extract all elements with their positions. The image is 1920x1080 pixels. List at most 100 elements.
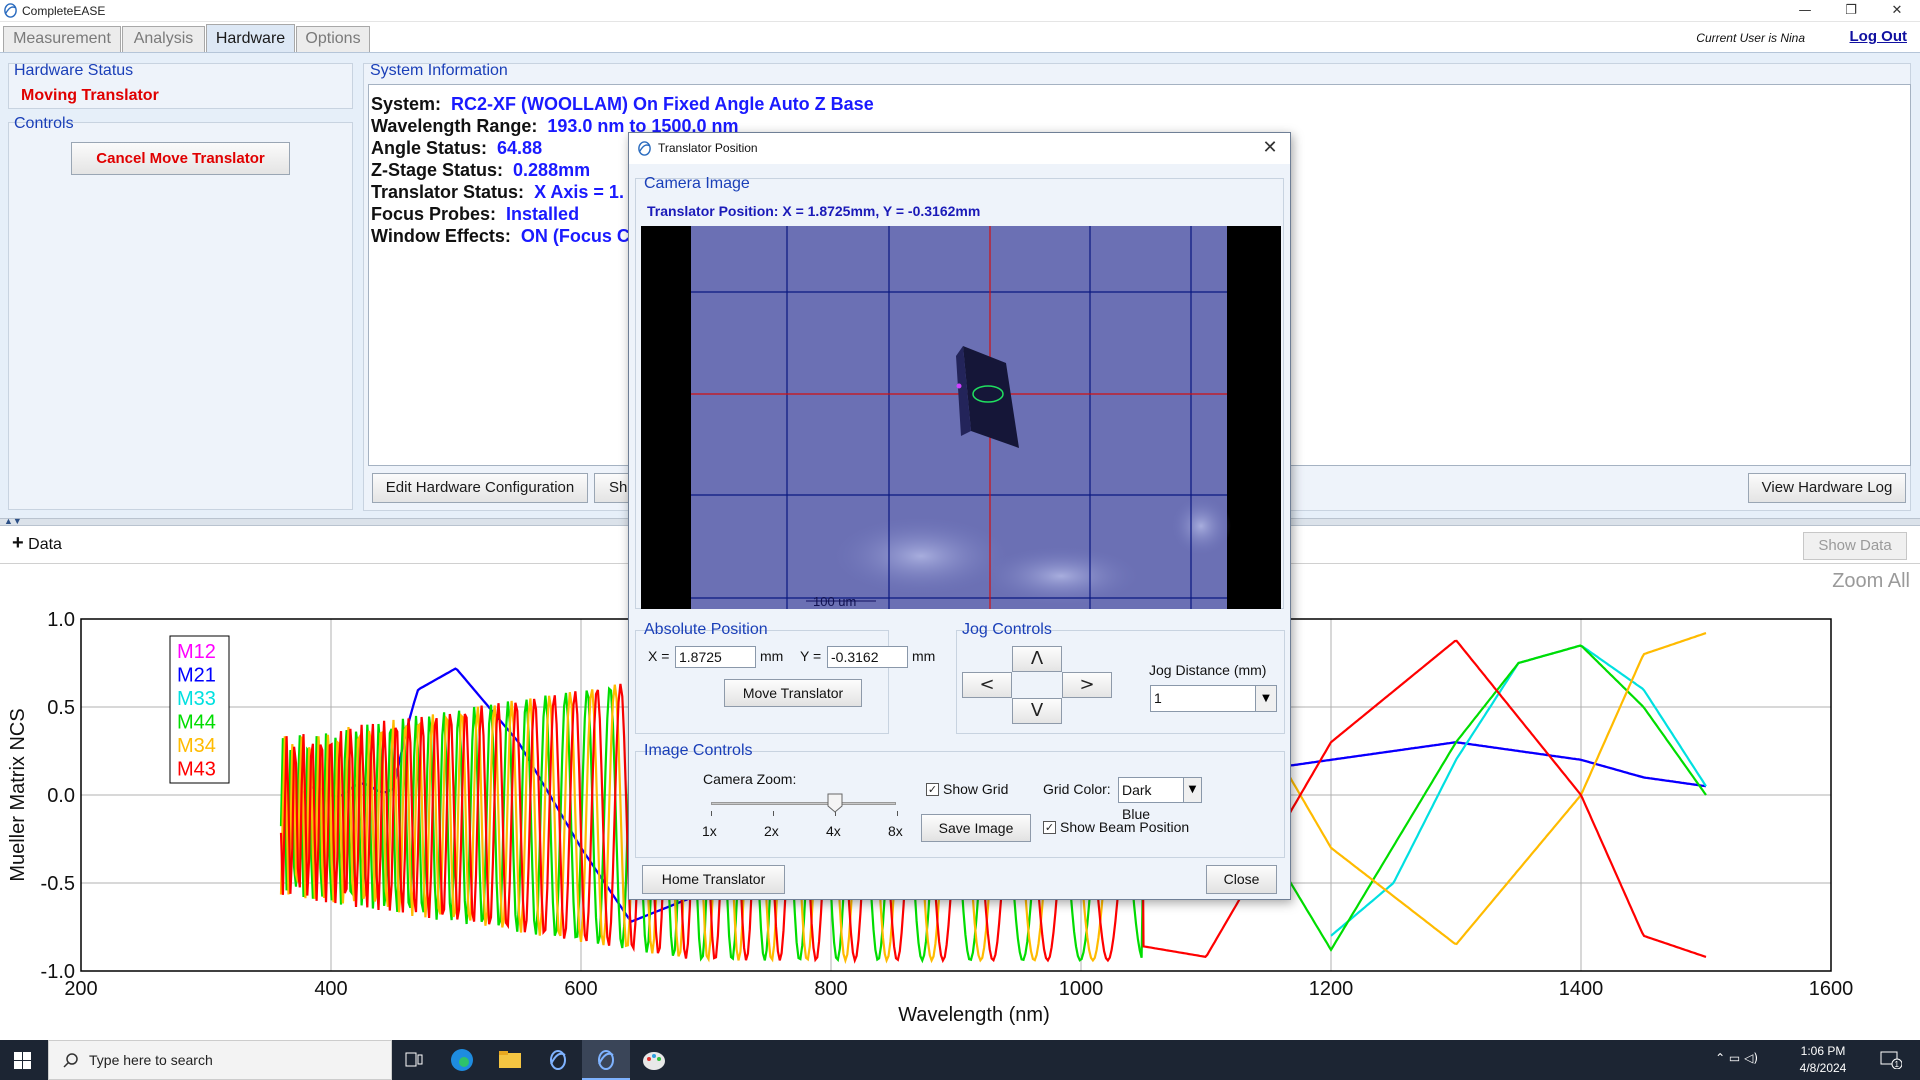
translator-position-dialog: Translator Position ✕ Camera Image Trans… — [628, 132, 1291, 900]
scale-bar-label: 100 um — [813, 594, 856, 609]
jog-distance-select[interactable]: 1 — [1150, 685, 1256, 712]
beam-position-marker — [972, 385, 1004, 403]
windows-start-icon[interactable] — [14, 1052, 31, 1069]
svg-text:1: 1 — [1895, 1060, 1900, 1069]
system-value: RC2-XF (WOOLLAM) On Fixed Angle Auto Z B… — [451, 94, 874, 114]
zoom-all-button[interactable]: Zoom All — [1832, 570, 1910, 592]
x-position-input[interactable]: 1.8725 — [675, 646, 756, 668]
jog-distance-label: Jog Distance (mm) — [1149, 662, 1267, 678]
close-button[interactable]: Close — [1206, 865, 1277, 894]
minimize-icon[interactable]: — — [1798, 3, 1812, 18]
completeease-logo-icon — [638, 141, 651, 156]
tab-options[interactable]: Options — [296, 26, 370, 52]
system-tray-icons[interactable]: ⌃ ▭ ◁) — [1715, 1051, 1758, 1065]
wavelength-range-key: Wavelength Range: — [371, 116, 538, 136]
home-translator-button[interactable]: Home Translator — [642, 865, 785, 894]
x-tick-label: 1200 — [1309, 978, 1354, 1000]
save-image-button[interactable]: Save Image — [921, 814, 1031, 842]
system-information-label: System Information — [370, 62, 508, 79]
tab-hardware[interactable]: Hardware — [206, 24, 295, 52]
camera-zoom-slider-thumb[interactable] — [827, 793, 843, 813]
search-icon — [63, 1053, 78, 1068]
legend-entry-m44: M44 — [177, 712, 216, 734]
camera-image-label: Camera Image — [644, 175, 750, 192]
controls-group — [8, 122, 353, 510]
legend-entry-m21: M21 — [177, 665, 216, 687]
paint-app-icon[interactable] — [630, 1040, 678, 1080]
jog-down-button[interactable]: V — [1012, 698, 1062, 724]
jog-up-button[interactable]: Λ — [1012, 646, 1062, 672]
y-label: Y = — [800, 648, 822, 664]
x-unit: mm — [760, 648, 784, 664]
dialog-close-icon[interactable]: ✕ — [1262, 137, 1278, 158]
x-tick-label: 800 — [814, 978, 847, 1000]
camera-zoom-track[interactable] — [711, 802, 896, 805]
system-key: System: — [371, 94, 442, 114]
y-tick-label: 0.0 — [47, 785, 75, 807]
z-stage-status-value: 0.288mm — [513, 160, 591, 180]
tab-analysis[interactable]: Analysis — [122, 26, 205, 52]
view-hardware-log-button[interactable]: View Hardware Log — [1748, 473, 1906, 503]
legend-entry-m43: M43 — [177, 759, 216, 781]
edit-hardware-configuration-button[interactable]: Edit Hardware Configuration — [372, 473, 588, 503]
focus-probes-key: Focus Probes: — [371, 204, 497, 224]
cancel-move-translator-button[interactable]: Cancel Move Translator — [71, 142, 290, 175]
data-toggle[interactable]: + Data — [12, 533, 62, 554]
tab-measurement[interactable]: Measurement — [3, 26, 121, 52]
completeease-active-taskbar-icon[interactable] — [582, 1040, 630, 1080]
hardware-status-label: Hardware Status — [14, 62, 134, 79]
chevron-down-icon[interactable]: ▼ — [1183, 777, 1202, 803]
controls-label: Controls — [14, 115, 74, 132]
taskbar-clock[interactable]: 1:06 PM 4/8/2024 — [1799, 1044, 1847, 1075]
taskbar-search-box[interactable]: Type here to search — [48, 1040, 392, 1080]
show-beam-position-checkbox[interactable]: ✓ — [1043, 821, 1056, 834]
show-beam-position-label: Show Beam Position — [1060, 819, 1190, 835]
angle-status-line: Angle Status: 64.88 — [371, 138, 542, 159]
search-placeholder: Type here to search — [89, 1052, 213, 1068]
show-data-button[interactable]: Show Data — [1803, 532, 1907, 560]
chevron-down-icon[interactable]: ▼ — [1255, 685, 1277, 712]
notifications-icon[interactable]: 1 — [1880, 1051, 1902, 1069]
absolute-position-group — [635, 630, 889, 734]
camera-image[interactable]: 100 um — [641, 226, 1281, 609]
close-icon[interactable]: ✕ — [1891, 3, 1903, 18]
jog-left-button[interactable]: < — [962, 672, 1012, 698]
y-tick-label: -1.0 — [41, 961, 75, 983]
move-translator-button[interactable]: Move Translator — [724, 679, 862, 707]
window-effects-key: Window Effects: — [371, 226, 511, 246]
collapse-arrows-icon[interactable]: ▲▼ — [4, 516, 22, 526]
y-tick-label: -0.5 — [41, 873, 75, 895]
jog-right-button[interactable]: > — [1062, 672, 1112, 698]
y-unit: mm — [912, 648, 936, 664]
series-line-m43 — [279, 639, 1707, 964]
image-controls-label: Image Controls — [644, 742, 753, 759]
restore-icon[interactable]: ❐ — [1845, 3, 1857, 18]
window-effects-value: ON (Focus C — [520, 226, 630, 246]
system-line: System: RC2-XF (WOOLLAM) On Fixed Angle … — [371, 94, 874, 115]
x-tick-label: 600 — [564, 978, 597, 1000]
x-tick-label: 200 — [64, 978, 97, 1000]
x-tick-label: 400 — [314, 978, 347, 1000]
angle-status-key: Angle Status: — [371, 138, 488, 158]
file-explorer-icon[interactable] — [486, 1040, 534, 1080]
task-view-icon[interactable] — [390, 1040, 438, 1080]
window-effects-line: Window Effects: ON (Focus C — [371, 226, 630, 247]
completeease-taskbar-icon[interactable] — [534, 1040, 582, 1080]
show-grid-label: Show Grid — [943, 781, 1009, 797]
logout-link[interactable]: Log Out — [1849, 28, 1907, 45]
grid-color-label: Grid Color: — [1043, 781, 1111, 797]
translator-status-line: Translator Status: X Axis = 1. — [371, 182, 624, 203]
y-tick-label: 1.0 — [47, 609, 75, 631]
grid-color-select[interactable]: Dark Blue — [1118, 777, 1184, 822]
show-grid-checkbox[interactable]: ✓ — [926, 783, 939, 796]
edge-browser-icon[interactable] — [438, 1040, 486, 1080]
x-tick-label: 1400 — [1559, 978, 1604, 1000]
z-stage-status-key: Z-Stage Status: — [371, 160, 504, 180]
x-axis-label: Wavelength (nm) — [898, 1004, 1050, 1026]
zoom-tick-2x: 2x — [764, 823, 779, 839]
jog-controls-group — [956, 630, 1285, 734]
y-position-input[interactable]: -0.3162 — [827, 646, 908, 668]
legend-entry-m33: M33 — [177, 688, 216, 710]
focus-probes-value: Installed — [506, 204, 580, 224]
